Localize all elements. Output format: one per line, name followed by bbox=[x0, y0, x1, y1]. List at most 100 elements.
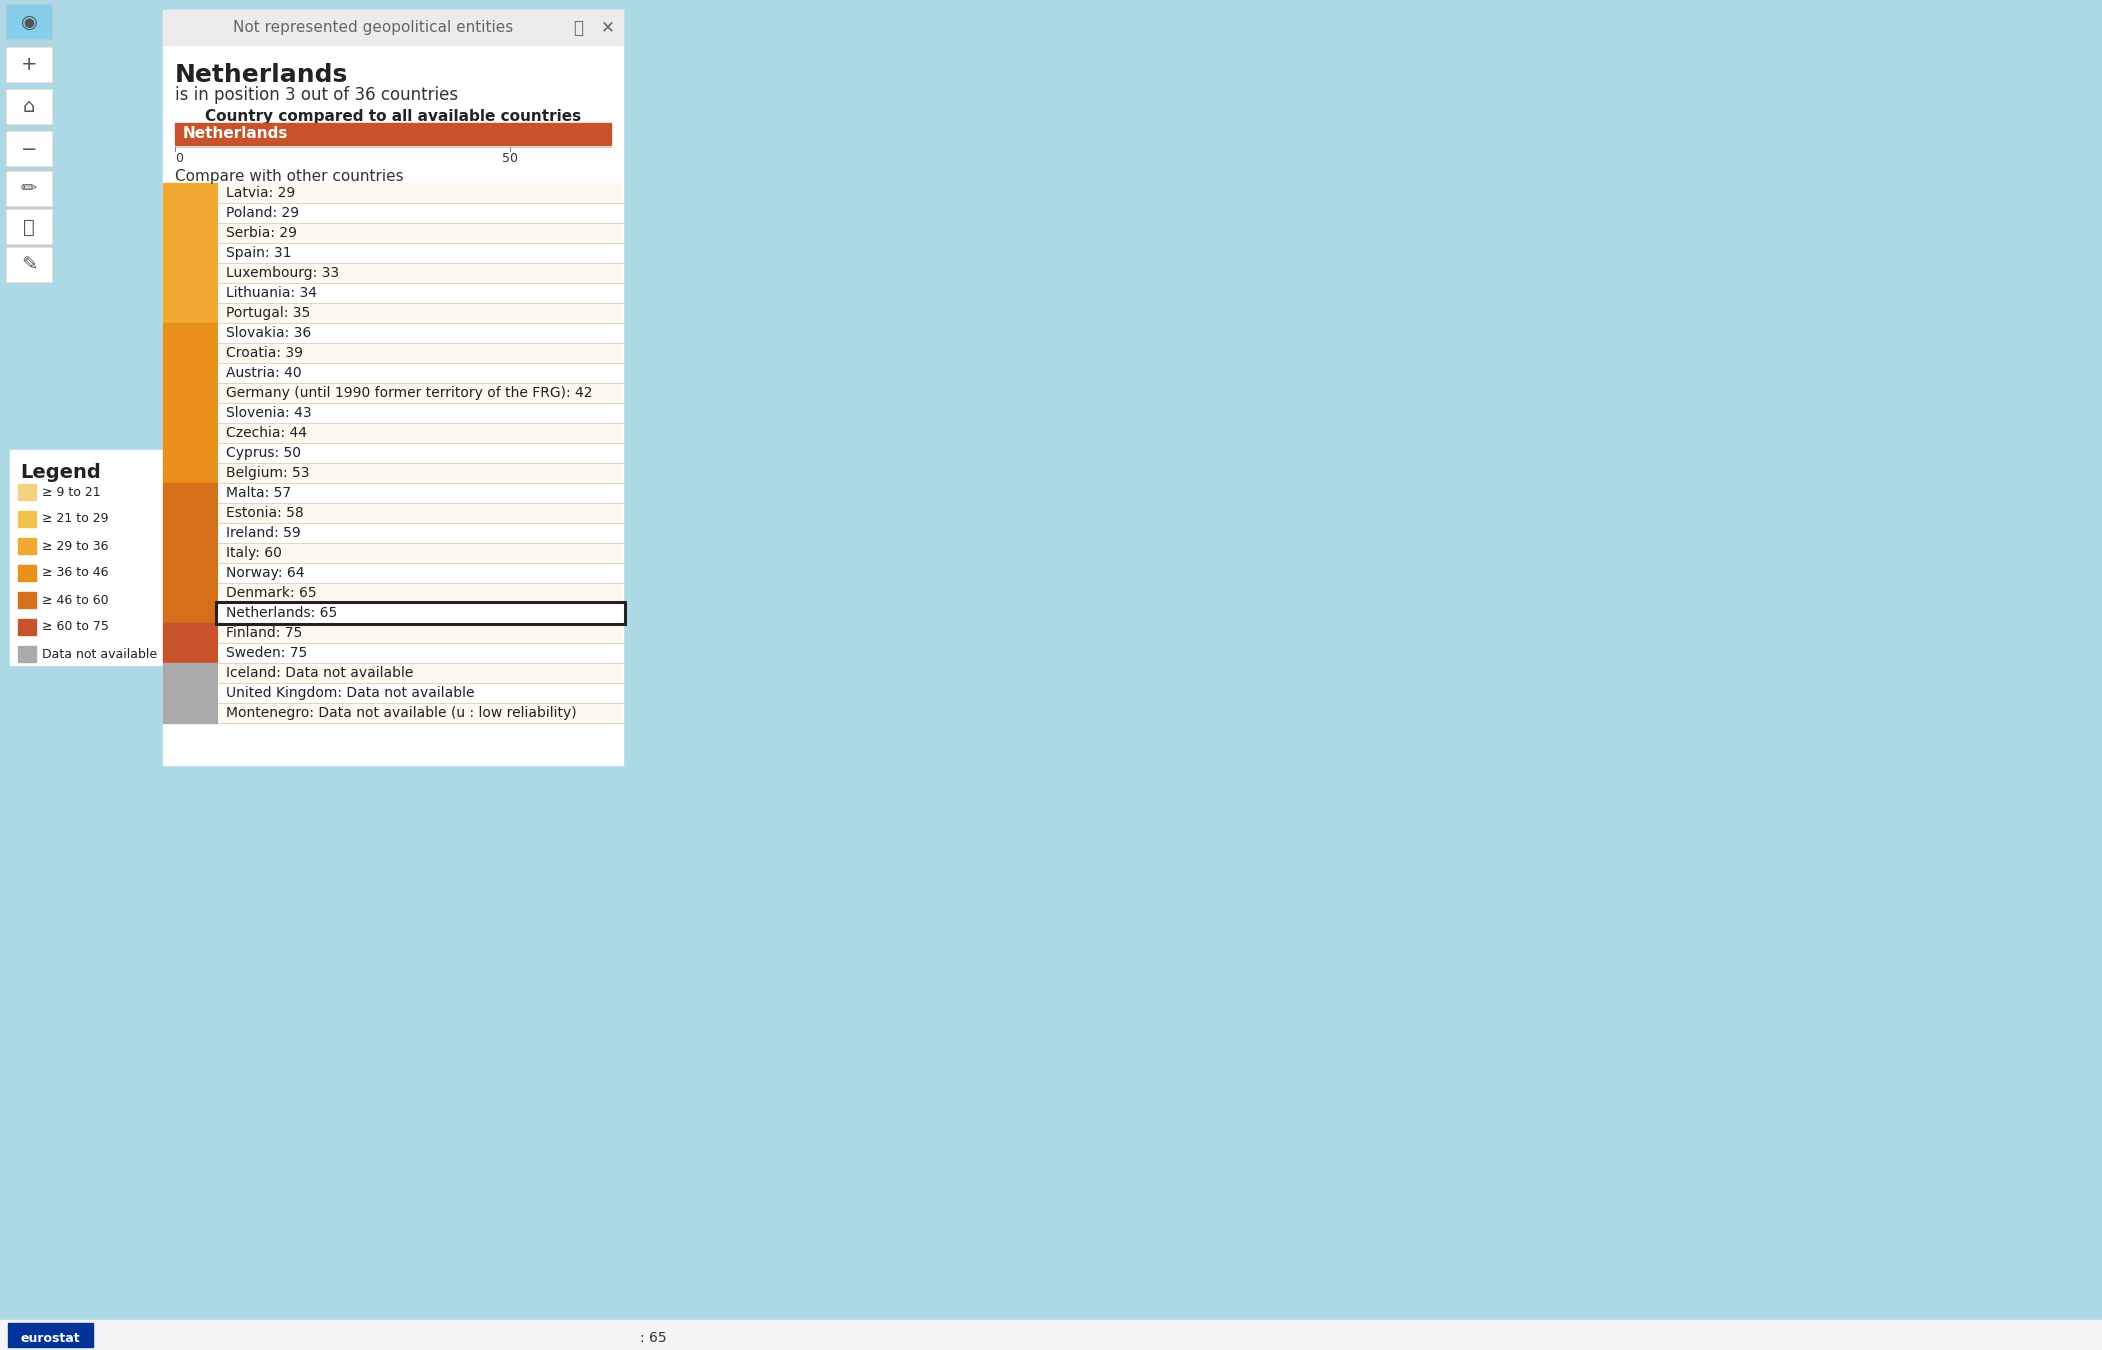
Text: 50: 50 bbox=[502, 153, 519, 166]
Bar bbox=[164, 323, 219, 483]
Text: ⌂: ⌂ bbox=[23, 97, 36, 116]
Bar bbox=[219, 583, 622, 603]
Text: ◉: ◉ bbox=[21, 12, 38, 31]
Text: Malta: 57: Malta: 57 bbox=[227, 486, 290, 500]
Text: Serbia: 29: Serbia: 29 bbox=[227, 225, 296, 240]
Text: Germany (until 1990 former territory of the FRG): 42: Germany (until 1990 former territory of … bbox=[227, 386, 593, 400]
Bar bbox=[219, 563, 622, 583]
Bar bbox=[164, 9, 622, 45]
Text: Portugal: 35: Portugal: 35 bbox=[227, 306, 311, 320]
Text: Croatia: 39: Croatia: 39 bbox=[227, 346, 303, 360]
Bar bbox=[164, 184, 219, 323]
Text: ⎙: ⎙ bbox=[574, 19, 582, 36]
Text: ≥ 36 to 46: ≥ 36 to 46 bbox=[42, 567, 109, 579]
Bar bbox=[219, 504, 622, 522]
Text: Netherlands: Netherlands bbox=[183, 127, 288, 142]
Text: Iceland: Data not available: Iceland: Data not available bbox=[227, 666, 414, 680]
Bar bbox=[219, 243, 622, 263]
Text: Norway: 64: Norway: 64 bbox=[227, 566, 305, 580]
Text: : 65: : 65 bbox=[639, 1331, 666, 1345]
Text: Montenegro: Data not available (u : low reliability): Montenegro: Data not available (u : low … bbox=[227, 706, 576, 720]
Bar bbox=[19, 512, 36, 526]
Bar bbox=[219, 423, 622, 443]
Bar bbox=[19, 566, 36, 580]
Bar bbox=[219, 323, 622, 343]
FancyBboxPatch shape bbox=[6, 209, 53, 244]
FancyBboxPatch shape bbox=[6, 131, 53, 167]
Text: Luxembourg: 33: Luxembourg: 33 bbox=[227, 266, 338, 279]
Bar bbox=[219, 184, 622, 202]
Bar bbox=[164, 9, 622, 765]
Bar bbox=[219, 404, 622, 423]
Text: Italy: 60: Italy: 60 bbox=[227, 545, 282, 560]
Text: Netherlands: Netherlands bbox=[174, 63, 349, 86]
Bar bbox=[219, 363, 622, 383]
Text: Slovenia: 43: Slovenia: 43 bbox=[227, 406, 311, 420]
Bar bbox=[11, 450, 164, 666]
Text: eurostat: eurostat bbox=[21, 1331, 80, 1345]
Text: United Kingdom: Data not available: United Kingdom: Data not available bbox=[227, 686, 475, 701]
Text: Cyprus: 50: Cyprus: 50 bbox=[227, 446, 301, 460]
Text: ≥ 21 to 29: ≥ 21 to 29 bbox=[42, 513, 109, 525]
Bar bbox=[19, 593, 36, 608]
Text: Not represented geopolitical entities: Not represented geopolitical entities bbox=[233, 20, 513, 35]
FancyBboxPatch shape bbox=[6, 47, 53, 82]
Bar bbox=[19, 539, 36, 553]
Bar bbox=[219, 522, 622, 543]
Text: Latvia: 29: Latvia: 29 bbox=[227, 186, 294, 200]
Text: ≥ 46 to 60: ≥ 46 to 60 bbox=[42, 594, 109, 606]
Bar bbox=[164, 483, 219, 622]
Bar bbox=[219, 622, 622, 643]
FancyBboxPatch shape bbox=[6, 4, 53, 40]
Bar bbox=[219, 643, 622, 663]
Bar bbox=[219, 383, 622, 404]
Text: ✎: ✎ bbox=[21, 255, 38, 274]
Text: Netherlands: 65: Netherlands: 65 bbox=[227, 606, 336, 620]
Text: Czechia: 44: Czechia: 44 bbox=[227, 427, 307, 440]
Bar bbox=[219, 263, 622, 284]
Bar bbox=[19, 485, 36, 500]
Bar bbox=[0, 1320, 2102, 1350]
Text: Finland: 75: Finland: 75 bbox=[227, 626, 303, 640]
Text: Austria: 40: Austria: 40 bbox=[227, 366, 301, 379]
Bar bbox=[219, 663, 622, 683]
Bar bbox=[219, 223, 622, 243]
Bar bbox=[8, 1323, 92, 1347]
Text: −: − bbox=[21, 139, 38, 158]
Text: +: + bbox=[21, 55, 38, 74]
Bar bbox=[217, 602, 624, 624]
Bar bbox=[19, 647, 36, 662]
Bar bbox=[219, 703, 622, 724]
Text: ≥ 29 to 36: ≥ 29 to 36 bbox=[42, 540, 109, 552]
Text: ✕: ✕ bbox=[601, 19, 616, 36]
Text: Denmark: 65: Denmark: 65 bbox=[227, 586, 317, 599]
Bar bbox=[174, 123, 612, 144]
Text: Spain: 31: Spain: 31 bbox=[227, 246, 292, 261]
Bar bbox=[219, 683, 622, 703]
Text: Data not available: Data not available bbox=[42, 648, 158, 660]
Text: Ireland: 59: Ireland: 59 bbox=[227, 526, 301, 540]
Text: ✏: ✏ bbox=[21, 180, 38, 198]
Text: Belgium: 53: Belgium: 53 bbox=[227, 466, 309, 481]
Bar bbox=[219, 443, 622, 463]
Bar bbox=[19, 620, 36, 634]
Text: ⎙: ⎙ bbox=[23, 217, 36, 236]
Text: Poland: 29: Poland: 29 bbox=[227, 207, 298, 220]
Text: Slovakia: 36: Slovakia: 36 bbox=[227, 325, 311, 340]
Text: is in position 3 out of 36 countries: is in position 3 out of 36 countries bbox=[174, 86, 458, 104]
Text: Legend: Legend bbox=[21, 463, 101, 482]
Text: Lithuania: 34: Lithuania: 34 bbox=[227, 286, 317, 300]
Bar bbox=[219, 202, 622, 223]
Bar bbox=[219, 463, 622, 483]
FancyBboxPatch shape bbox=[6, 171, 53, 207]
Bar bbox=[219, 543, 622, 563]
Bar bbox=[219, 483, 622, 504]
Text: ≥ 60 to 75: ≥ 60 to 75 bbox=[42, 621, 109, 633]
Text: Compare with other countries: Compare with other countries bbox=[174, 170, 404, 185]
Bar bbox=[164, 663, 219, 724]
FancyBboxPatch shape bbox=[6, 247, 53, 284]
Text: Sweden: 75: Sweden: 75 bbox=[227, 647, 307, 660]
Text: 0: 0 bbox=[174, 153, 183, 166]
Bar bbox=[219, 302, 622, 323]
Bar bbox=[219, 284, 622, 302]
